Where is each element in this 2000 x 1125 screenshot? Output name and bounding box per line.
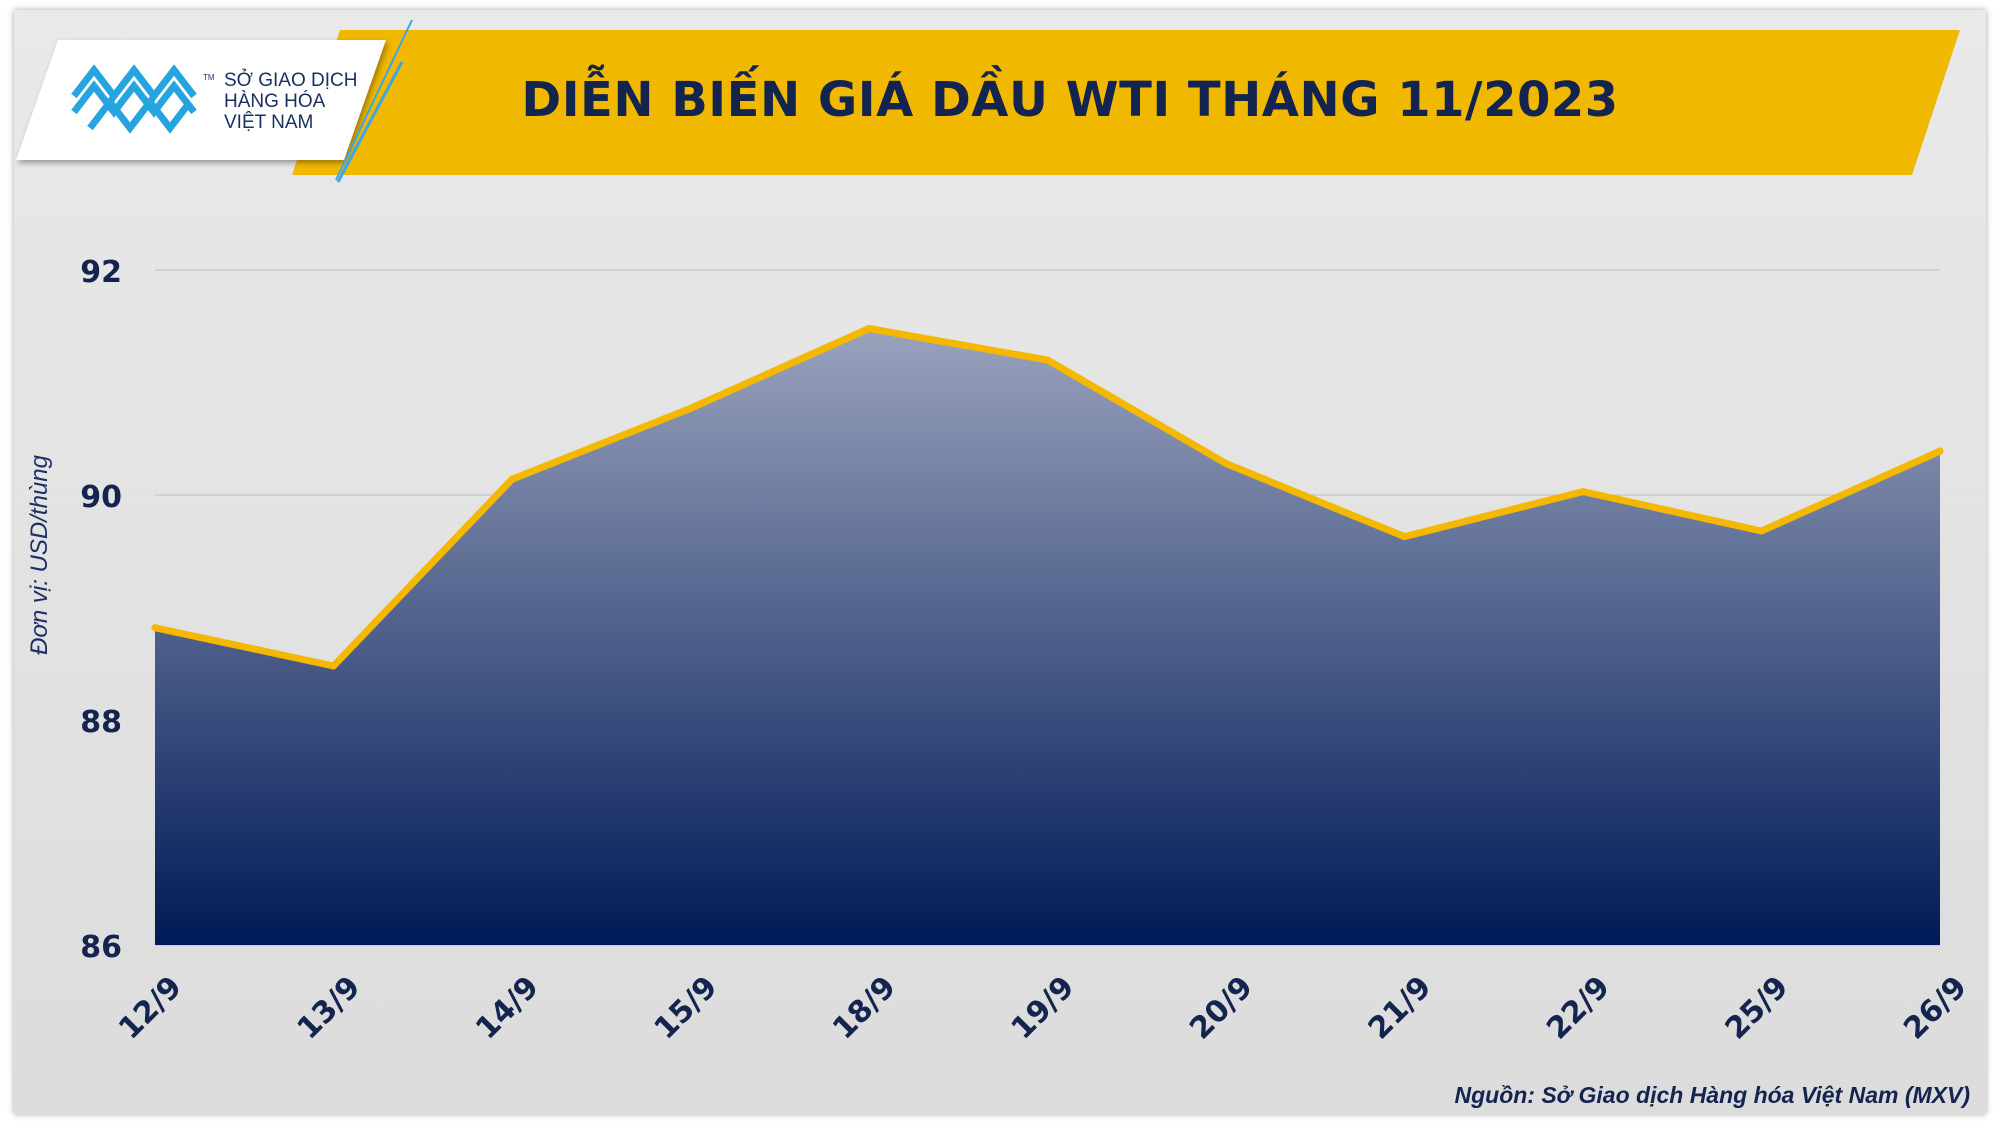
data-point (1044, 356, 1051, 364)
logo-text: SỞ GIAO DỊCH HÀNG HÓA VIỆT NAM (224, 70, 357, 133)
logo-line-1: SỞ GIAO DỊCH (224, 70, 358, 91)
title-banner (292, 30, 1960, 175)
source-note: Nguồn: Sở Giao dịch Hàng hóa Việt Nam (M… (1454, 1082, 1970, 1108)
mxv-logo-icon (71, 64, 197, 134)
area-fill (155, 328, 1940, 945)
data-point (330, 662, 337, 670)
header-band: TM (16, 19, 1960, 183)
logo-line-3: VIỆT NAM (224, 112, 314, 133)
data-point (1758, 527, 1765, 535)
x-tick-label: 22/9 (1540, 970, 1617, 1047)
x-tick-label: 18/9 (826, 970, 903, 1047)
x-tick-label: 19/9 (1005, 970, 1082, 1047)
data-point (508, 475, 516, 483)
x-tick-label: 25/9 (1719, 970, 1796, 1047)
data-point (865, 325, 873, 332)
y-tick-label: 86 (80, 930, 122, 965)
logo-panel (16, 40, 386, 160)
data-point (687, 404, 694, 412)
x-tick-label: 15/9 (648, 970, 725, 1047)
logo-accent-line-2 (336, 61, 404, 183)
x-tick-label: 26/9 (1897, 970, 1974, 1047)
x-tick-label: 13/9 (291, 970, 368, 1047)
y-tick-label: 92 (80, 255, 122, 290)
y-tick-label: 88 (80, 705, 122, 740)
data-point (1222, 460, 1230, 467)
logo-line-2: HÀNG HÓA (224, 91, 326, 112)
data-point (1936, 447, 1944, 455)
x-tick-label: 12/9 (112, 970, 189, 1047)
data-point (1401, 533, 1408, 541)
x-tick-label: 14/9 (469, 970, 546, 1047)
y-axis-label: Đơn vị: USD/thùng (26, 455, 53, 655)
logo-accent-line (335, 19, 413, 181)
y-tick-label: 90 (80, 480, 122, 515)
x-tick-label: 21/9 (1362, 970, 1439, 1047)
x-tick-label: 20/9 (1183, 970, 1260, 1047)
chart-title: DIỄN BIẾN GIÁ DẦU WTI THÁNG 11/2023 (521, 72, 1619, 128)
data-point (151, 624, 159, 632)
data-point (1579, 488, 1587, 496)
logo-tm-mark: TM (203, 73, 215, 82)
